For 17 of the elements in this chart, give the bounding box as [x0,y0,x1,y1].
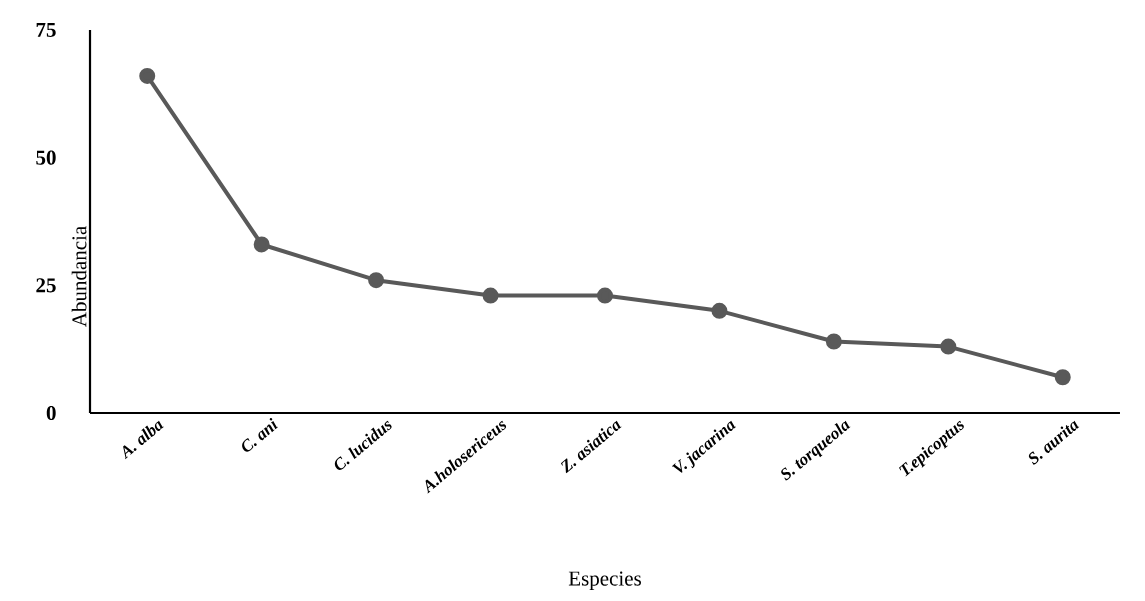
x-tick-label: C. ani [242,418,279,452]
point [253,236,270,253]
point [368,272,385,289]
point [940,338,957,355]
y-tick-label: 25 [36,278,56,293]
point [825,333,842,350]
x-axis-title: Especies [568,571,641,590]
point [596,287,613,304]
point [139,67,156,84]
y-tick-label: 75 [36,23,56,37]
point [482,287,499,304]
y-axis-title: Abundancia [71,226,87,328]
y-tick-label: 50 [36,150,56,165]
point [711,302,728,319]
y-tick-label: 0 [46,405,56,421]
point [1054,369,1071,386]
x-tick-label: A. alba [123,420,164,460]
